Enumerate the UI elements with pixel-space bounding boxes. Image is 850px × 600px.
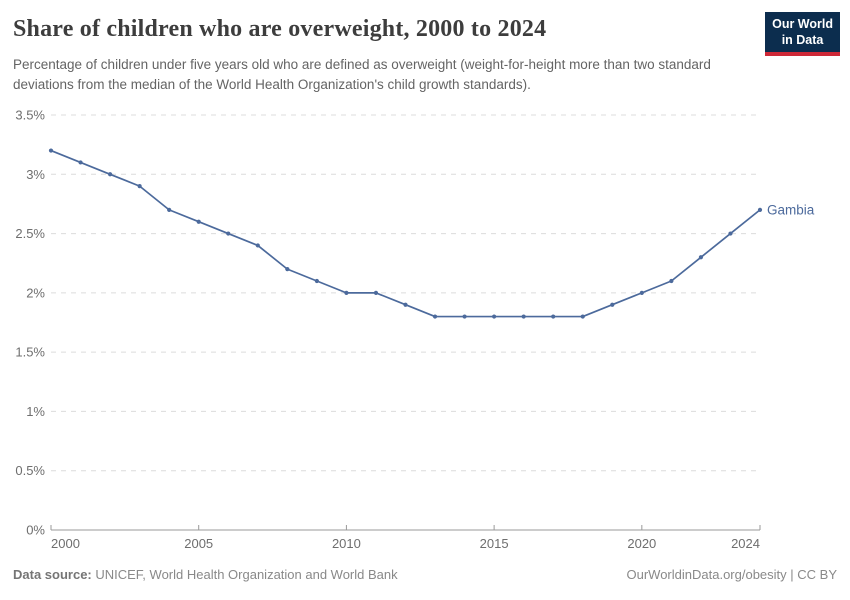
data-point[interactable] — [403, 302, 408, 307]
y-axis-tick-label: 3% — [26, 167, 45, 182]
data-point[interactable] — [78, 160, 83, 165]
owid-logo-line1: Our World — [772, 17, 833, 31]
page-title: Share of children who are overweight, 20… — [13, 16, 547, 42]
x-axis-tick-label: 2000 — [51, 536, 80, 551]
y-axis-tick-label: 0.5% — [15, 463, 45, 478]
chart-area: 3.5% 3% 2.5% 2% 1.5% 1% 0.5% 0% 2000 2005 2010 2015… — [0, 92, 850, 562]
x-axis-tick-label: 2020 — [627, 536, 656, 551]
y-axis-tick-label: 1% — [26, 404, 45, 419]
y-axis-tick-label: 1.5% — [15, 345, 45, 360]
owid-license-link[interactable]: OurWorldinData.org/obesity | CC BY — [626, 567, 838, 582]
data-point[interactable] — [314, 278, 319, 284]
owid-logo-line2: in Data — [781, 32, 824, 47]
data-point[interactable] — [610, 302, 615, 307]
data-source: Data source: UNICEF, World Health Organi… — [13, 567, 398, 582]
chart-subtitle: Percentage of children under five years … — [13, 57, 711, 93]
data-point[interactable] — [728, 231, 733, 236]
data-point[interactable] — [137, 184, 142, 189]
data-point[interactable] — [639, 290, 644, 295]
data-point[interactable] — [551, 314, 556, 319]
data-point[interactable] — [580, 314, 585, 319]
owid-logo[interactable]: Our World in Data — [765, 12, 840, 57]
data-point[interactable] — [462, 314, 467, 319]
x-axis-tick-label: 2024 — [731, 536, 760, 551]
line-chart[interactable]: 3.5% 3% 2.5% 2% 1.5% 1% 0.5% 0% 2000 2005 2010 2015… — [0, 92, 850, 562]
data-point[interactable] — [48, 148, 54, 153]
y-axis-tick-label: 3.5% — [15, 108, 45, 123]
data-point[interactable] — [255, 243, 260, 248]
x-axis-tick-label: 2015 — [480, 536, 509, 551]
x-axis-tick-label: 2005 — [184, 536, 213, 551]
y-axis-tick-label: 2% — [26, 285, 45, 300]
data-point[interactable] — [167, 207, 172, 212]
data-point[interactable] — [757, 207, 763, 212]
data-point[interactable] — [432, 314, 438, 319]
y-axis-tick-label: 0% — [26, 523, 45, 538]
data-point[interactable] — [669, 278, 674, 284]
data-point[interactable] — [698, 255, 704, 260]
data-point[interactable] — [285, 267, 290, 272]
data-point[interactable] — [521, 314, 526, 319]
series-entity-label[interactable]: Gambia — [767, 202, 815, 217]
data-point[interactable] — [344, 290, 349, 295]
data-point[interactable] — [107, 172, 113, 177]
data-point[interactable] — [373, 290, 379, 295]
data-source-label: Data source: — [13, 567, 92, 582]
x-axis-tick-label: 2010 — [332, 536, 361, 551]
y-axis-tick-label: 2.5% — [15, 226, 45, 241]
data-point[interactable] — [196, 219, 201, 224]
data-point[interactable] — [492, 314, 497, 319]
data-source-text: UNICEF, World Health Organization and Wo… — [91, 567, 398, 582]
data-point[interactable] — [226, 231, 231, 236]
chart-footer: Data source: UNICEF, World Health Organi… — [13, 567, 837, 582]
